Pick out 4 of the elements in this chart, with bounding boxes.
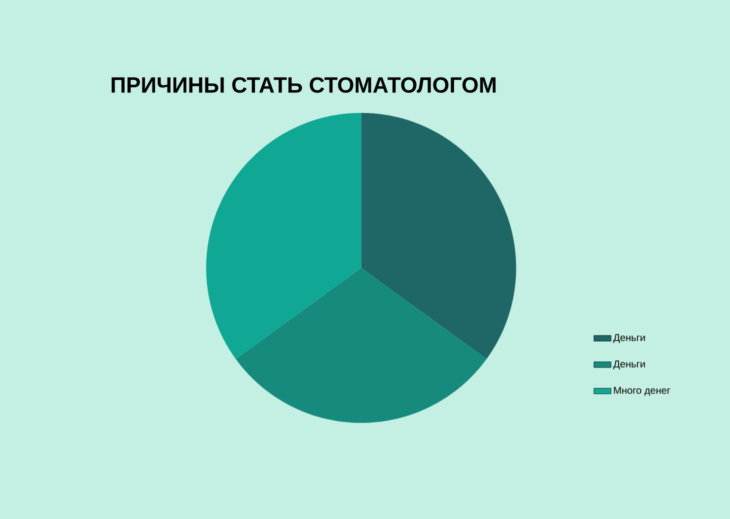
legend-label: Много денег — [614, 386, 670, 396]
chart-title: ПРИЧИНЫ СТАТЬ СТОМАТОЛОГОМ — [112, 77, 496, 93]
legend-label: Деньги — [613, 360, 645, 370]
legend-label: Деньги — [613, 334, 645, 343]
